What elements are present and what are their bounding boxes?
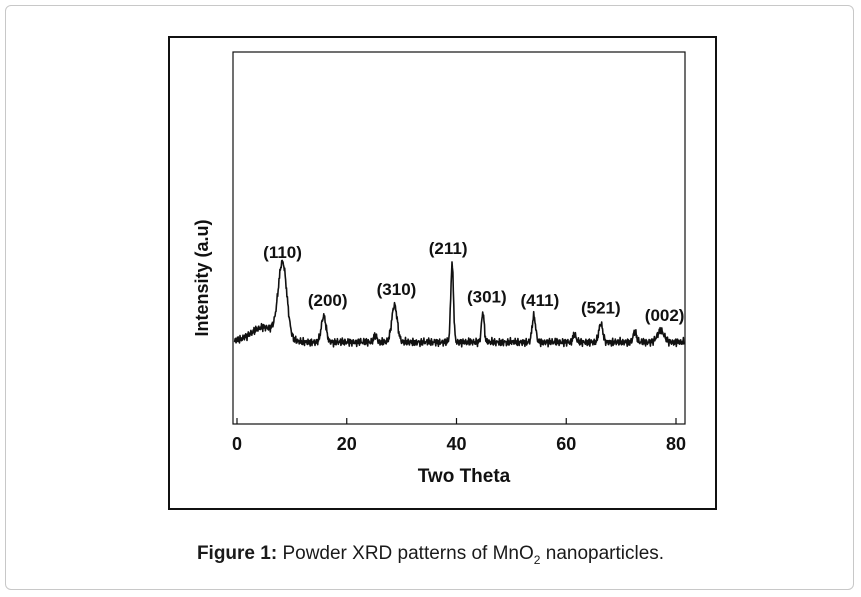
caption-text-end: nanoparticles. bbox=[540, 543, 665, 564]
x-tick-label: 60 bbox=[556, 434, 576, 454]
y-axis-label: Intensity (a.u) bbox=[192, 219, 212, 336]
peak-label: (110) bbox=[263, 243, 302, 262]
peak-label: (310) bbox=[377, 280, 417, 299]
x-tick-label: 40 bbox=[446, 434, 466, 454]
peak-label: (411) bbox=[520, 291, 559, 310]
peak-label: (301) bbox=[467, 287, 507, 306]
x-tick-label: 20 bbox=[337, 434, 357, 454]
caption-subscript: 2 bbox=[533, 552, 541, 567]
peak-label: (200) bbox=[308, 291, 348, 310]
caption-text: Powder XRD patterns of MnO bbox=[282, 543, 534, 564]
x-tick-label: 0 bbox=[232, 434, 242, 454]
plot-area bbox=[232, 51, 686, 425]
peak-label: (521) bbox=[581, 299, 621, 318]
x-axis-label: Two Theta bbox=[418, 466, 511, 487]
peak-label: (002) bbox=[645, 306, 685, 325]
peak-label: (211) bbox=[429, 239, 468, 258]
x-axis-ticks bbox=[236, 418, 677, 424]
x-axis-tick-labels: 0 20 40 60 80 bbox=[232, 434, 686, 454]
figure-frame bbox=[168, 36, 717, 510]
peak-labels: (110) (200) (310) (211) (301) (411) (521) (002) bbox=[263, 239, 684, 325]
caption-lead: Figure 1: bbox=[196, 543, 278, 564]
figure-caption: Figure 1: Powder XRD patterns of MnO2 na… bbox=[0, 543, 861, 567]
xrd-pattern-line bbox=[233, 259, 685, 348]
x-tick-label: 80 bbox=[666, 434, 686, 454]
